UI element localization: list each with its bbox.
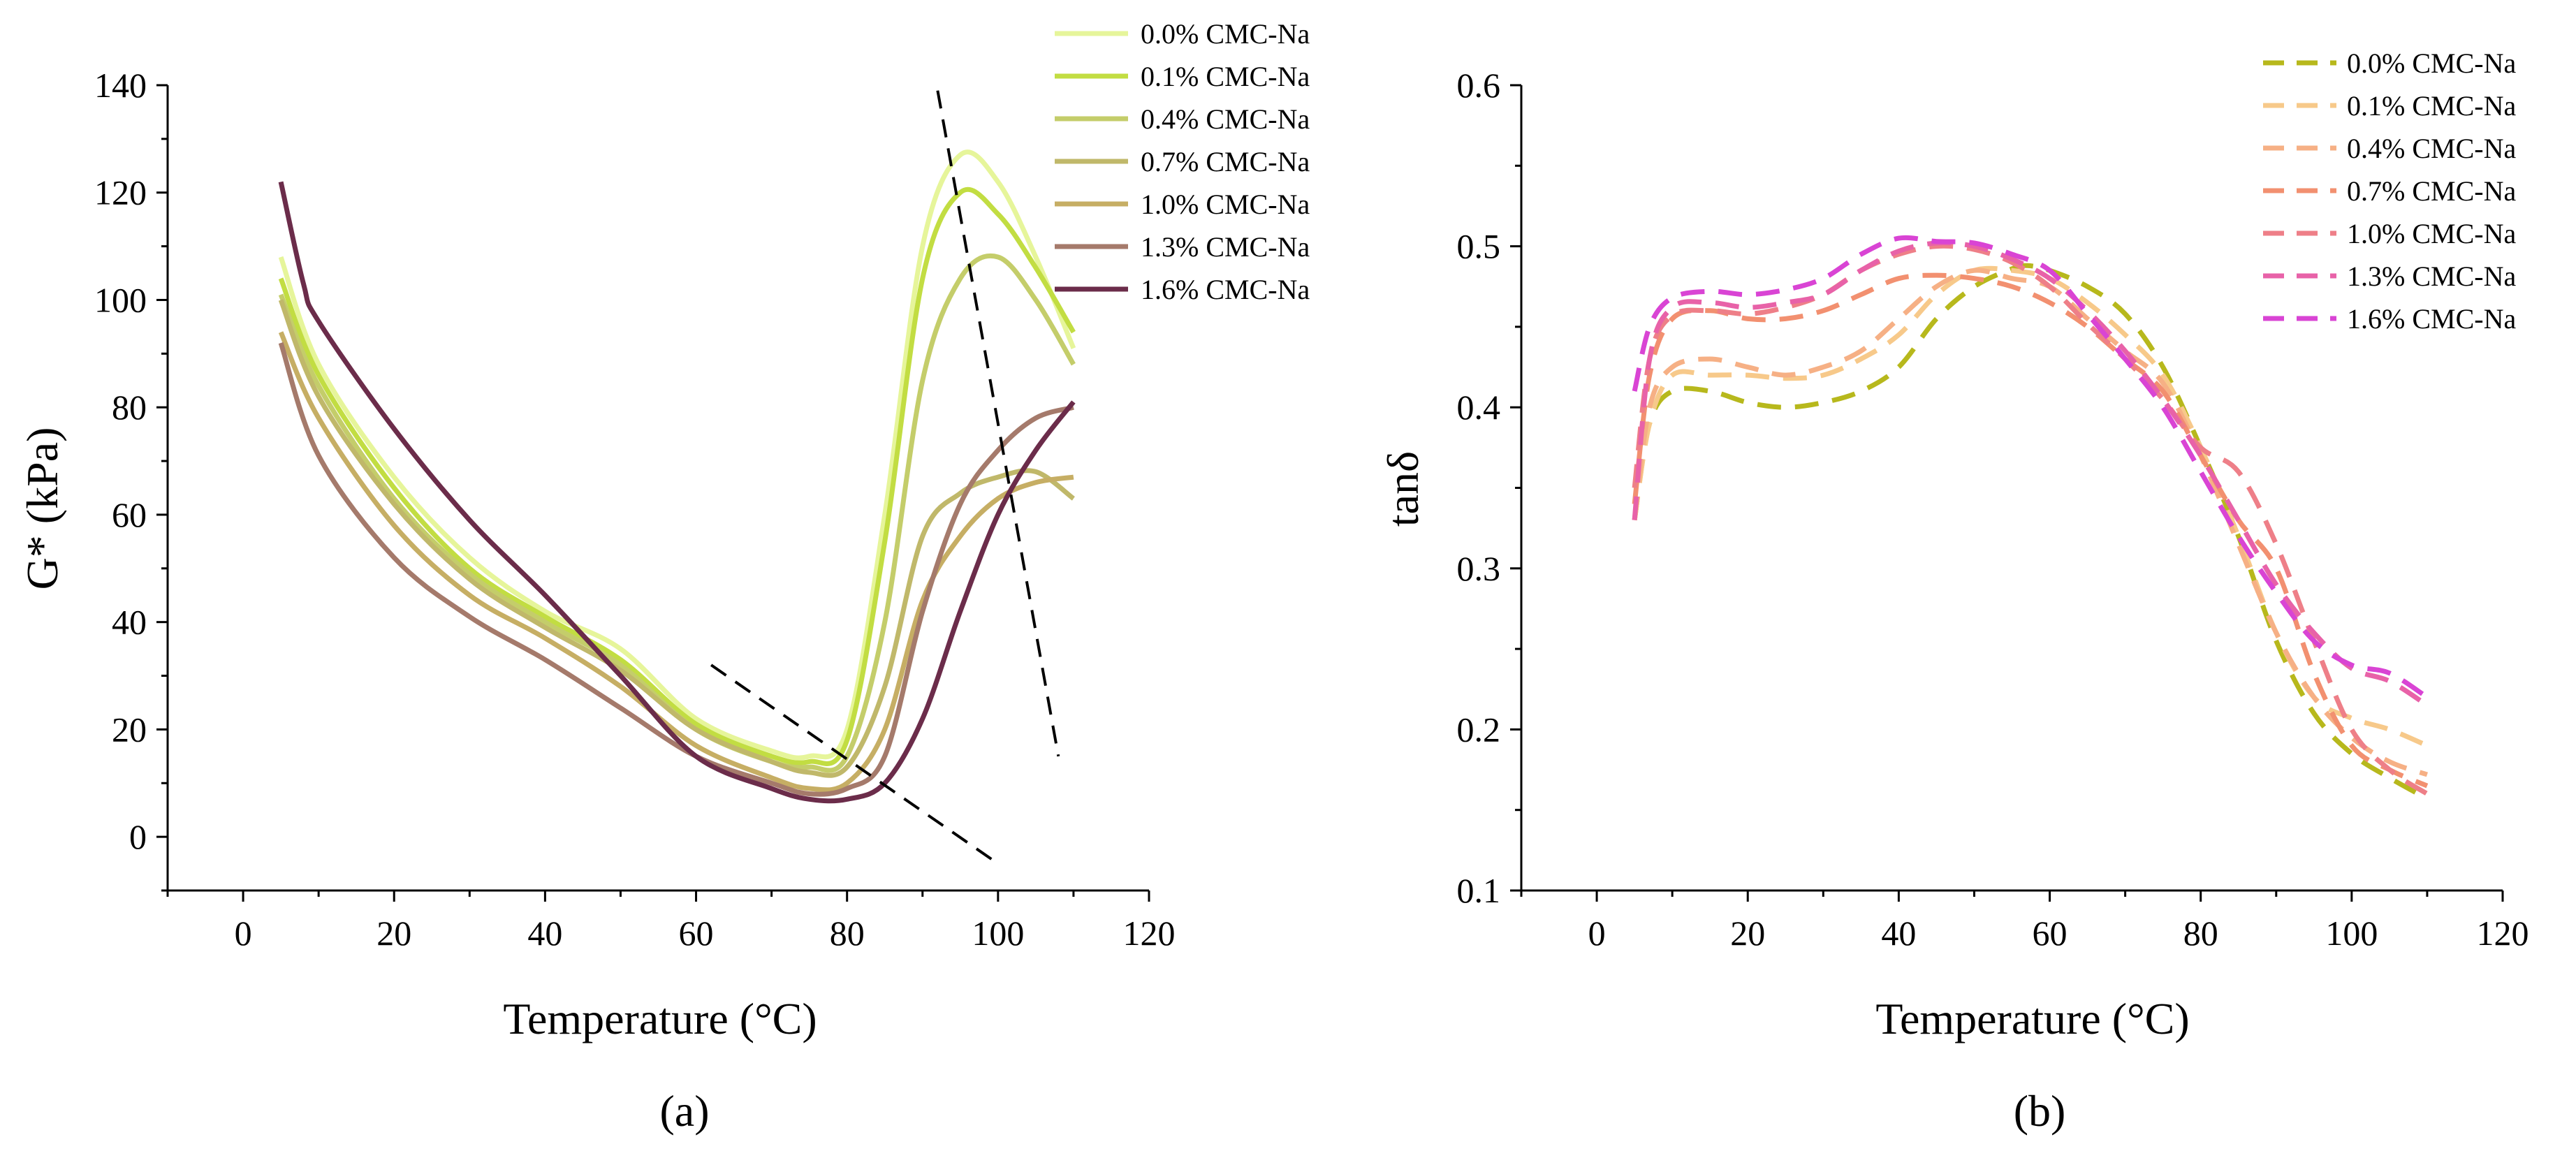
panel-a-x-tick-label: 40 <box>527 914 562 953</box>
panel-b-x-tick-label: 20 <box>1730 914 1765 953</box>
panel-b-legend-label-0: 0.0% CMC-Na <box>2347 47 2516 79</box>
panel-a-legend-label-1: 0.1% CMC-Na <box>1141 61 1310 92</box>
panel-b-legend-label-3: 0.7% CMC-Na <box>2347 175 2516 207</box>
panel-a-series-line-2 <box>278 253 1076 773</box>
panel-a-legend: 0.0% CMC-Na 0.1% CMC-Na 0.4% CMC-Na 0.7% CM… <box>1055 18 1310 305</box>
panel-b-legend-label-6: 1.6% CMC-Na <box>2347 303 2516 335</box>
panel-b-x-tick-label: 40 <box>1881 914 1916 953</box>
panel-b-y-tick-label: 0.5 <box>1457 227 1501 266</box>
panel-a-series-line-5 <box>278 342 1074 797</box>
panel-b-x-tick-label: 0 <box>1588 914 1606 953</box>
panel-b-series-line-5 <box>1632 240 2429 708</box>
panel-b-series-line-3 <box>1632 272 2429 789</box>
panel-a-axes: 0 20 40 60 80 100 120 0 20 40 60 80 100 120 140 <box>94 66 1176 953</box>
panel-a-legend-label-4: 1.0% CMC-Na <box>1141 189 1310 220</box>
panel-b-y-tick-label: 0.4 <box>1457 388 1501 427</box>
panel-b-label: (b) <box>2014 1086 2066 1136</box>
panel-b-x-tick-label: 80 <box>2183 914 2218 953</box>
panel-b-series-line-2 <box>1632 267 2429 777</box>
panel-a-legend-label-2: 0.4% CMC-Na <box>1141 103 1310 135</box>
panel-a-legend-label-6: 1.6% CMC-Na <box>1141 274 1310 305</box>
panel-b-tan-delta-chart: 0 20 40 60 80 100 120 0.1 0.2 0.3 0.4 0.5 0.6 Temper… <box>1378 47 2529 1136</box>
panel-b-legend-label-5: 1.3% CMC-Na <box>2347 261 2516 292</box>
panel-a-x-tick-label: 0 <box>235 914 252 953</box>
panel-b-y-tick-label: 0.1 <box>1457 871 1501 910</box>
panel-a-plot-area <box>278 90 1076 865</box>
panel-a-y-tick-label: 80 <box>112 388 147 427</box>
panel-a-series-line-3 <box>278 299 1076 778</box>
panel-a-y-tick-label: 0 <box>129 817 147 856</box>
panel-a-label: (a) <box>659 1086 709 1136</box>
panel-b-series-line-1 <box>1632 265 2429 748</box>
panel-a-y-tick-label: 100 <box>94 280 147 319</box>
panel-a-y-tick-label: 60 <box>112 495 147 534</box>
panel-a-x-tick-label: 120 <box>1123 914 1176 953</box>
panel-b-legend-label-1: 0.1% CMC-Na <box>2347 90 2516 122</box>
panel-a-legend-label-5: 1.3% CMC-Na <box>1141 231 1310 263</box>
panel-a-annotation-dashed-line-1 <box>936 90 1060 757</box>
panel-b-y-tick-label: 0.6 <box>1457 66 1501 105</box>
panel-b-x-tick-label: 60 <box>2033 914 2068 953</box>
panel-a-x-tick-label: 20 <box>376 914 411 953</box>
panel-b-legend: 0.0% CMC-Na 0.1% CMC-Na 0.4% CMC-Na 0.7% CM… <box>2263 47 2516 335</box>
panel-b-plot-area <box>1632 235 2429 801</box>
panel-b-x-tick-label: 100 <box>2325 914 2378 953</box>
panel-b-x-axis-title: Temperature (°C) <box>1875 994 2189 1043</box>
panel-a-y-tick-label: 140 <box>94 66 147 105</box>
panel-b-legend-label-2: 0.4% CMC-Na <box>2347 133 2516 164</box>
panel-a-y-tick-label: 120 <box>94 173 147 212</box>
panel-b-series-line-4 <box>1632 243 2429 796</box>
panel-b-series-line-0 <box>1632 263 2429 801</box>
panel-b-axes: 0 20 40 60 80 100 120 0.1 0.2 0.3 0.4 0.5 0.6 <box>1457 66 2529 953</box>
panel-a-series-line-1 <box>278 186 1076 766</box>
panel-b-y-axis-title: tanδ <box>1378 451 1428 527</box>
panel-a-series-line-0 <box>278 149 1076 761</box>
panel-a-x-tick-label: 60 <box>679 914 714 953</box>
panel-a-series-line-6 <box>278 181 1076 804</box>
panel-b-y-tick-label: 0.3 <box>1457 549 1501 588</box>
panel-b-x-tick-label: 120 <box>2477 914 2529 953</box>
panel-b-series-line-6 <box>1632 235 2429 700</box>
panel-b-y-tick-label: 0.2 <box>1457 710 1501 749</box>
panel-a-x-tick-label: 100 <box>972 914 1024 953</box>
panel-a-g-star-chart: 0 20 40 60 80 100 120 0 20 40 60 80 100 120 140 Temper… <box>17 18 1310 1136</box>
panel-a-series-line-4 <box>278 331 1074 793</box>
panel-a-legend-label-0: 0.0% CMC-Na <box>1141 18 1310 50</box>
panel-a-y-axis-title: G* (kPa) <box>17 427 67 590</box>
panel-a-y-tick-label: 20 <box>112 710 147 749</box>
panel-a-x-tick-label: 80 <box>830 914 865 953</box>
panel-a-y-tick-label: 40 <box>112 603 147 642</box>
panel-a-legend-label-3: 0.7% CMC-Na <box>1141 146 1310 177</box>
panel-b-legend-label-4: 1.0% CMC-Na <box>2347 218 2516 249</box>
panel-a-x-axis-title: Temperature (°C) <box>503 994 817 1043</box>
